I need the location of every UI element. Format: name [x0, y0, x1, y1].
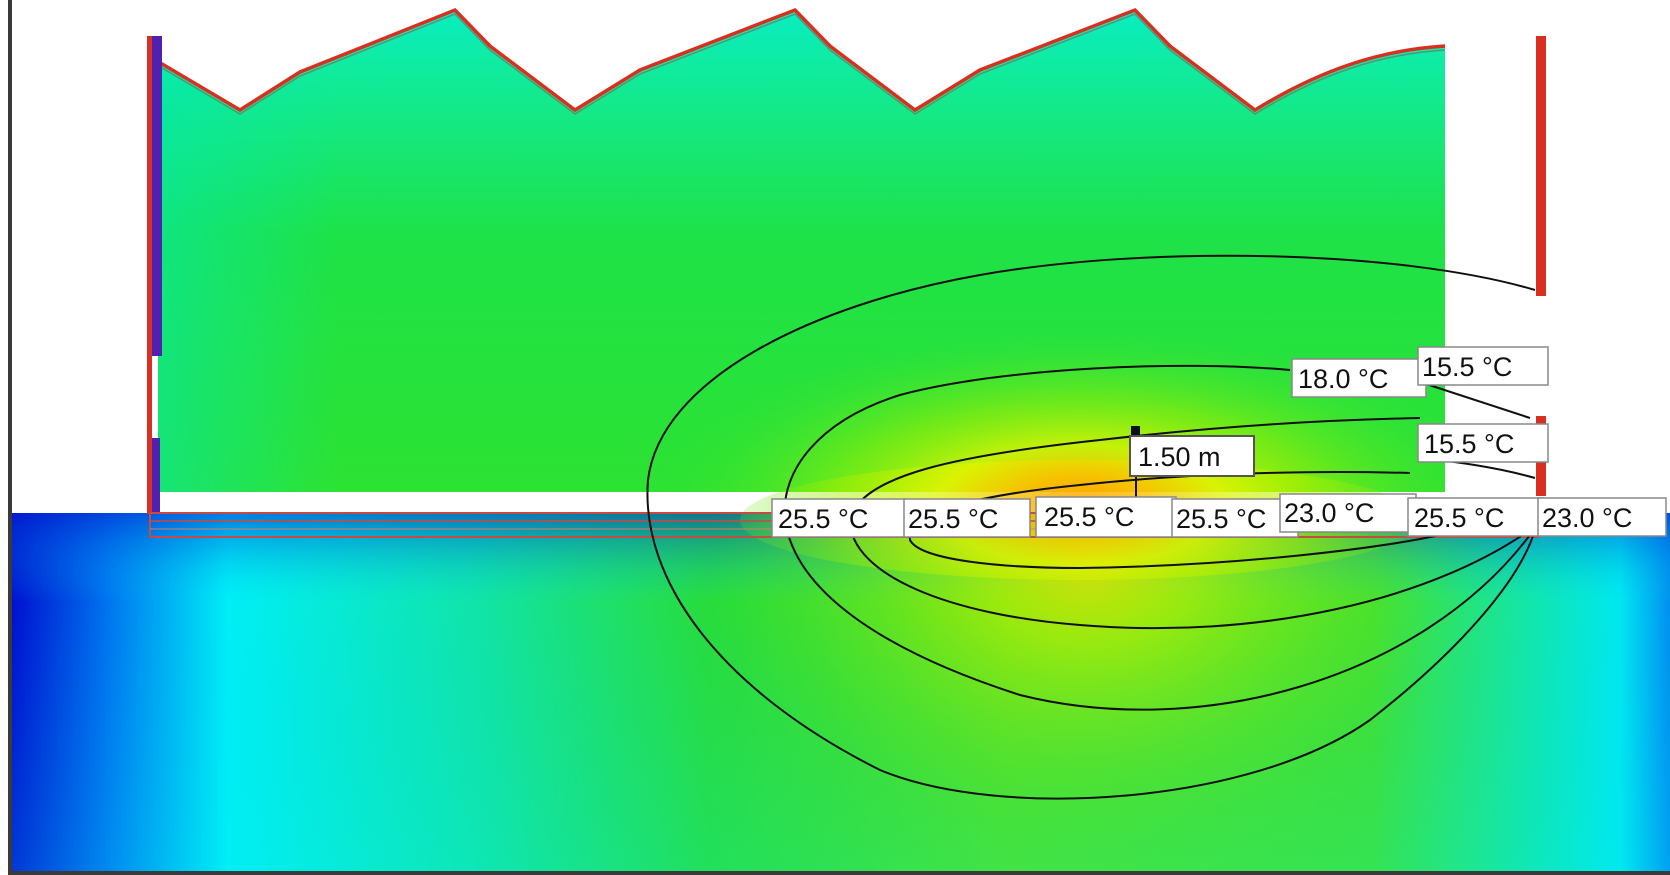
svg-text:1.50 m: 1.50 m	[1138, 442, 1221, 472]
left-wall	[147, 36, 162, 514]
svg-text:25.5 °C: 25.5 °C	[1044, 502, 1134, 532]
ground-region	[12, 513, 1670, 871]
left-frame-edge	[8, 0, 12, 875]
svg-text:15.5 °C: 15.5 °C	[1422, 352, 1512, 382]
svg-text:23.0 °C: 23.0 °C	[1284, 498, 1374, 528]
label-25-5-a: 25.5 °C	[771, 498, 907, 538]
svg-text:25.5 °C: 25.5 °C	[1414, 503, 1504, 533]
svg-text:25.5 °C: 25.5 °C	[778, 504, 868, 534]
svg-text:15.5 °C: 15.5 °C	[1424, 429, 1514, 459]
bottom-frame-edge	[8, 871, 1670, 875]
dimension-label: 1.50 m	[1129, 435, 1255, 477]
svg-text:18.0 °C: 18.0 °C	[1298, 364, 1388, 394]
label-18-0-upper: 18.0 °C	[1291, 358, 1427, 398]
label-25-5-b: 25.5 °C	[903, 498, 1031, 538]
isotherm-upper-tail	[1419, 381, 1531, 419]
roof-outline	[151, 7, 1446, 113]
isotherm-outer	[646, 254, 1536, 800]
svg-text:25.5 °C: 25.5 °C	[908, 504, 998, 534]
label-25-5-e: 25.5 °C	[1407, 497, 1545, 537]
isotherm-labels: 18.0 °C 15.5 °C 15.5 °C 25.5 °C 25.5 °C …	[771, 346, 1667, 538]
svg-text:23.0 °C: 23.0 °C	[1542, 503, 1632, 533]
svg-text:25.5 °C: 25.5 °C	[1176, 504, 1266, 534]
label-15-5-mid: 15.5 °C	[1417, 423, 1549, 463]
isotherm-second	[783, 364, 1531, 711]
label-23-0-a: 23.0 °C	[1279, 493, 1417, 533]
label-25-5-d: 25.5 °C	[1171, 498, 1299, 538]
label-25-5-c: 25.5 °C	[1035, 496, 1177, 538]
label-15-5-upper: 15.5 °C	[1417, 346, 1549, 386]
label-23-0-b: 23.0 °C	[1537, 497, 1667, 537]
